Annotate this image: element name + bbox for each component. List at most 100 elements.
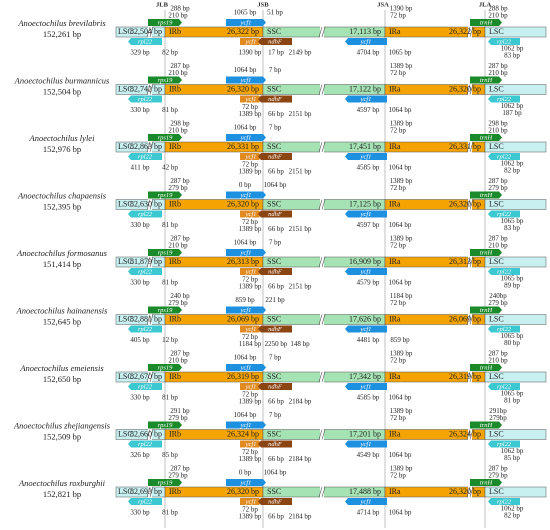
gene-label: rpl22 bbox=[138, 211, 153, 218]
junction-label: JSB bbox=[257, 1, 269, 8]
region-label: SSC bbox=[267, 314, 281, 323]
bp-label: 1064 bp bbox=[389, 509, 412, 517]
bp-label: 7 bp bbox=[269, 239, 282, 247]
region-length: 26,313 bp bbox=[449, 257, 481, 266]
gene-box bbox=[148, 134, 182, 141]
region-length: 26,313 bp bbox=[227, 257, 259, 266]
gene-label: ycf1 bbox=[245, 326, 257, 333]
bp-label: 210 bp bbox=[488, 127, 508, 135]
break-mark bbox=[318, 141, 326, 153]
gene-box bbox=[226, 134, 266, 141]
region-label: LSC bbox=[118, 199, 133, 208]
gene-label: rps19 bbox=[158, 249, 174, 256]
bp-label: 187 bp bbox=[502, 109, 522, 117]
break-gap bbox=[148, 486, 152, 498]
bp-label: 72 bp bbox=[390, 242, 406, 250]
gene-box bbox=[345, 268, 387, 275]
bp-label: 291bp bbox=[489, 407, 507, 415]
bp-label: 2184 bp bbox=[289, 455, 312, 463]
bp-label: 0 bp bbox=[239, 469, 252, 477]
break-mark bbox=[146, 429, 154, 440]
gene-box bbox=[226, 76, 266, 84]
break-gap bbox=[320, 141, 324, 153]
gene-label: ndhF bbox=[268, 153, 283, 160]
region-length: 26,331 bp bbox=[449, 142, 481, 151]
gene-label: rps19 bbox=[158, 307, 174, 314]
bp-label: 80 bp bbox=[504, 339, 520, 347]
gene-box bbox=[240, 440, 262, 448]
gene-box bbox=[470, 306, 502, 314]
bp-label: 1062 bp bbox=[501, 102, 524, 110]
gene-label: ndhF bbox=[268, 38, 283, 45]
bp-label: 287 bp bbox=[488, 465, 508, 473]
bp-label: 1065 bp bbox=[234, 9, 257, 17]
region-label: LSC bbox=[489, 487, 504, 496]
bp-label: 288 bp bbox=[488, 5, 508, 13]
break-mark bbox=[318, 256, 326, 268]
gene-box bbox=[258, 95, 292, 103]
break-gap bbox=[320, 429, 324, 440]
bp-label: 411 bp bbox=[131, 164, 150, 172]
bp-label: 210 bp bbox=[488, 69, 508, 77]
region-label: IRa bbox=[389, 199, 401, 208]
break-gap bbox=[468, 26, 472, 38]
bp-label: 72 bp bbox=[242, 333, 258, 341]
genome-size: 152,821 bp bbox=[43, 489, 81, 499]
gene-box bbox=[226, 19, 266, 26]
bp-label: 279 bp bbox=[488, 472, 508, 480]
species-name: Anoectochilus zhejiangensis bbox=[13, 420, 111, 430]
break-gap bbox=[468, 141, 472, 153]
region-length: 26,322 bp bbox=[449, 27, 481, 36]
gene-label: ycf1 bbox=[240, 192, 252, 199]
region-length: 26,069 bp bbox=[449, 314, 481, 323]
region-label: IRb bbox=[169, 27, 181, 36]
region-length: 17,201 bp bbox=[349, 429, 381, 438]
break-mark bbox=[318, 371, 326, 383]
gene-box bbox=[258, 268, 292, 275]
junction-label: JLA bbox=[479, 1, 492, 8]
gene-label: ycf1 bbox=[240, 479, 252, 486]
gene-label: trnH bbox=[480, 422, 493, 429]
gene-label: ycf1 bbox=[360, 96, 372, 103]
break-mark bbox=[146, 141, 154, 153]
bp-label: 2151 bp bbox=[289, 168, 312, 176]
region-bar bbox=[484, 199, 547, 210]
region-bar bbox=[484, 256, 547, 268]
gene-label: ycf1 bbox=[240, 134, 252, 141]
gene-label: trnH bbox=[480, 364, 493, 371]
bp-label: 4704 bp bbox=[357, 49, 380, 57]
break-mark bbox=[146, 486, 154, 498]
bp-label: 83 bp bbox=[504, 224, 520, 232]
region-length: 82,881 bp bbox=[130, 314, 162, 323]
genome-size: 152,395 bp bbox=[43, 201, 81, 211]
region-label: LSC bbox=[489, 314, 504, 323]
bp-label: 7 bp bbox=[269, 124, 282, 132]
gene-box bbox=[345, 440, 387, 448]
gene-box bbox=[226, 479, 266, 486]
break-gap bbox=[148, 141, 152, 153]
bp-label: 279 bp bbox=[168, 184, 188, 192]
bp-label: 1389 bp bbox=[390, 235, 413, 243]
gene-box bbox=[240, 95, 262, 103]
break-mark bbox=[318, 486, 326, 498]
gene-label: rpl22 bbox=[497, 268, 512, 275]
gene-label: ycf1 bbox=[360, 211, 372, 218]
bp-label: 72 bp bbox=[242, 448, 258, 456]
gene-label: trnH bbox=[480, 307, 493, 314]
bp-label: 405 bp bbox=[130, 336, 150, 344]
bp-label: 66 bp bbox=[268, 168, 284, 176]
gene-box bbox=[226, 421, 266, 429]
region-length: 82,630 bp bbox=[130, 199, 162, 208]
bp-label: 85 bp bbox=[162, 451, 178, 459]
bp-label: 17 bp bbox=[268, 49, 284, 57]
break-mark bbox=[318, 199, 326, 210]
region-label: IRb bbox=[169, 142, 181, 151]
bp-label: 1064 bp bbox=[234, 66, 257, 74]
region-length: 26,320 bp bbox=[449, 84, 481, 93]
bp-label: 1389 bp bbox=[390, 177, 413, 185]
break-gap bbox=[148, 199, 152, 210]
species-name: Anoectochilus chapaensis bbox=[17, 190, 107, 200]
region-label: IRa bbox=[389, 429, 401, 438]
gene-label: trnH bbox=[480, 192, 493, 199]
